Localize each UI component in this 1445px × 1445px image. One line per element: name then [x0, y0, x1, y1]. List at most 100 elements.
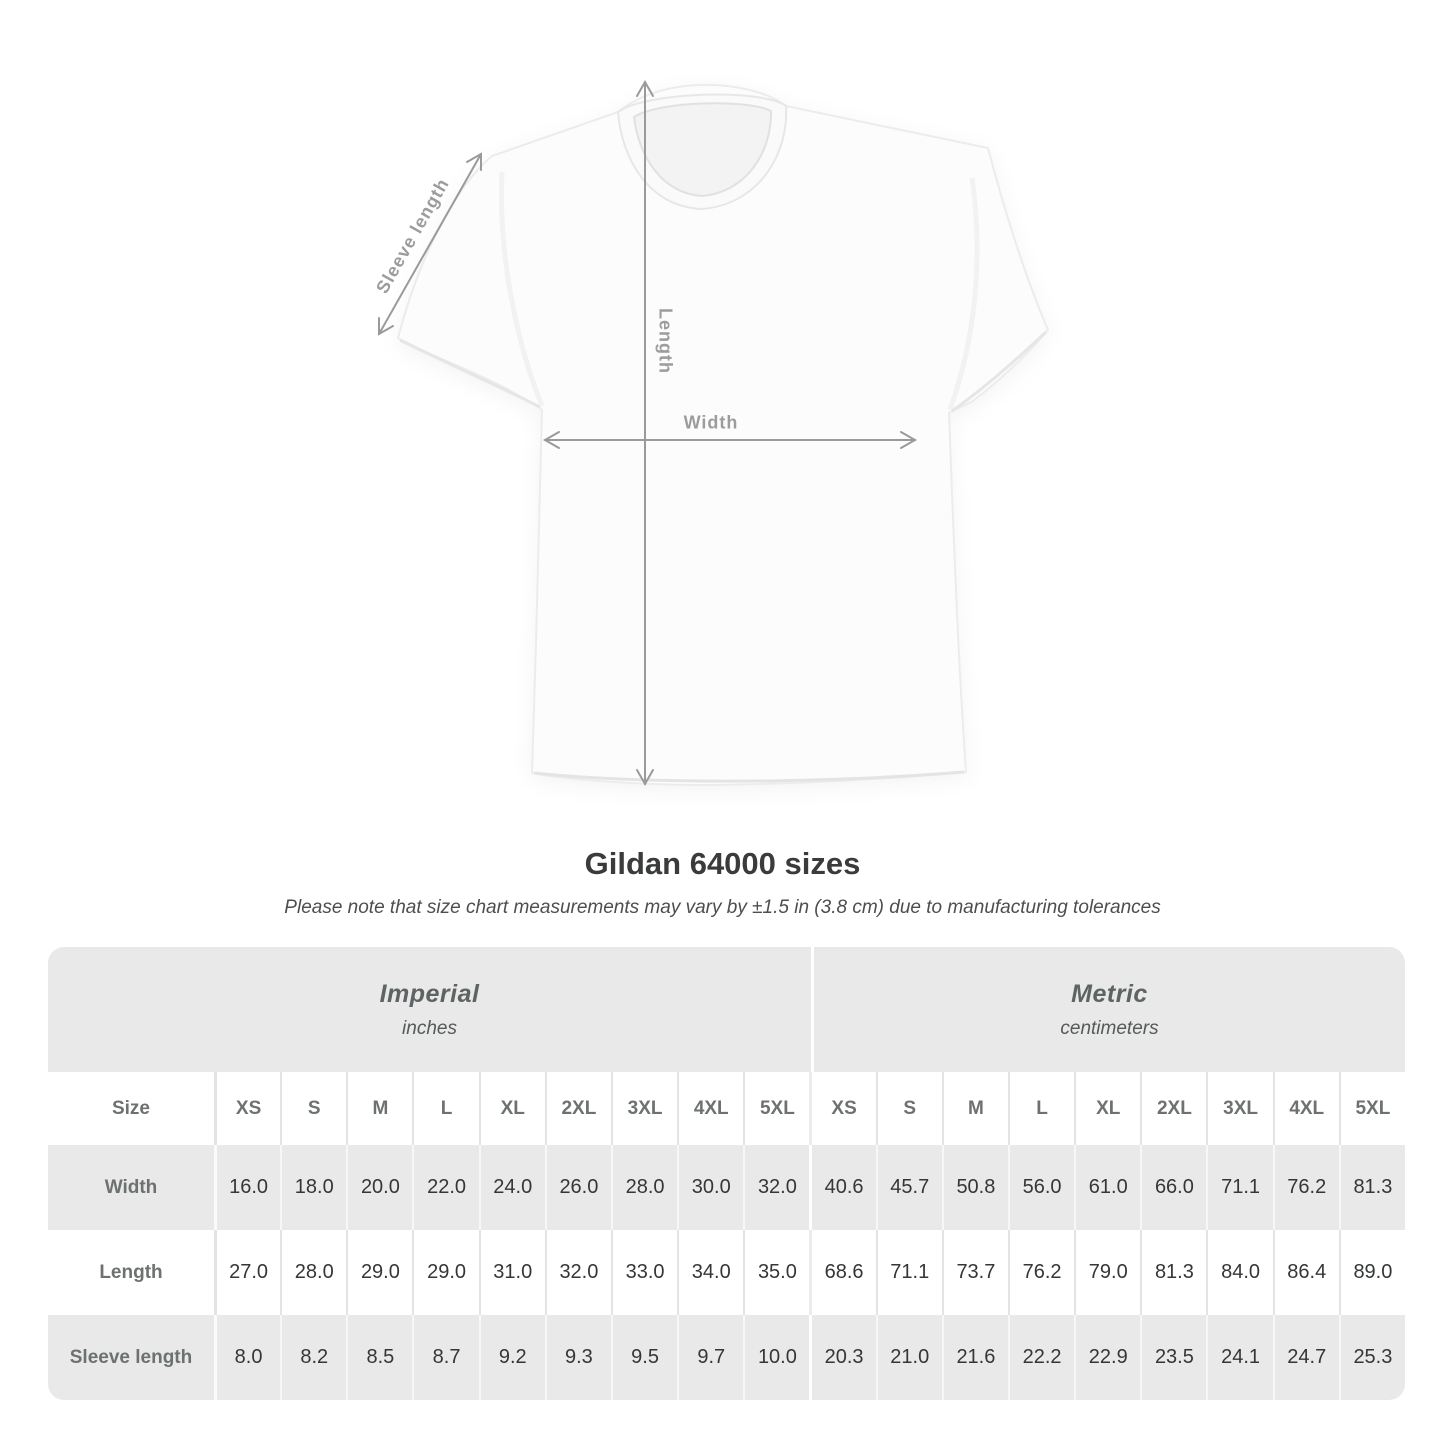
size-value-cell: 79.0	[1074, 1230, 1141, 1315]
size-col-header-metric: 2XL	[1140, 1072, 1207, 1145]
collar-inner	[632, 102, 773, 198]
size-col-header-metric: XS	[809, 1072, 876, 1145]
size-value-cell: 16.0	[214, 1145, 281, 1230]
size-value-cell: 8.7	[412, 1315, 479, 1400]
size-value-cell: 31.0	[478, 1230, 545, 1315]
size-col-header-imperial: M	[346, 1072, 413, 1145]
size-chart-table: Imperial inches Metric centimeters Size X…	[48, 947, 1405, 1400]
size-value-cell: 22.0	[412, 1145, 479, 1230]
size-col-header-metric: XL	[1074, 1072, 1141, 1145]
size-col-header-imperial: 2XL	[544, 1072, 611, 1145]
size-value-cell: 26.0	[544, 1145, 611, 1230]
size-value-cell: 9.2	[478, 1315, 545, 1400]
size-value-cell: 9.7	[677, 1315, 744, 1400]
size-value-cell: 76.2	[1007, 1230, 1075, 1315]
size-value-cell: 29.0	[412, 1230, 479, 1315]
tshirt-diagram	[378, 79, 1049, 787]
page-title: Gildan 64000 sizes	[584, 846, 861, 881]
size-value-cell: 76.2	[1272, 1145, 1339, 1230]
size-header-cell: Size	[48, 1072, 214, 1145]
size-col-header-metric: 4XL	[1272, 1072, 1339, 1145]
size-value-cell: 9.3	[544, 1315, 611, 1400]
size-value-cell: 56.0	[1007, 1145, 1075, 1230]
sleeve-length-arrow	[378, 152, 482, 336]
size-col-header-metric: 5XL	[1338, 1072, 1405, 1145]
size-value-cell: 29.0	[346, 1230, 413, 1315]
size-value-cell: 71.1	[1206, 1145, 1273, 1230]
size-value-cell: 21.0	[875, 1315, 942, 1400]
tshirt-image	[397, 83, 1049, 786]
size-value-cell: 23.5	[1140, 1315, 1207, 1400]
size-value-cell: 33.0	[610, 1230, 678, 1315]
metric-units: centimeters	[1060, 1017, 1159, 1039]
size-value-cell: 22.2	[1007, 1315, 1075, 1400]
size-value-cell: 8.2	[280, 1315, 347, 1400]
metric-header: Metric centimeters	[811, 947, 1405, 1072]
size-value-cell: 84.0	[1206, 1230, 1273, 1315]
size-value-cell: 86.4	[1272, 1230, 1339, 1315]
size-value-cell: 21.6	[941, 1315, 1008, 1400]
imperial-units: inches	[402, 1017, 457, 1039]
size-col-header-metric: L	[1007, 1072, 1075, 1145]
tolerance-note: Please note that size chart measurements…	[284, 897, 1161, 918]
size-col-header-imperial: 4XL	[677, 1072, 744, 1145]
size-value-cell: 40.6	[809, 1145, 876, 1230]
size-value-cell: 25.3	[1338, 1315, 1405, 1400]
right-cuff-shadow	[951, 330, 1048, 413]
size-value-cell: 30.0	[677, 1145, 744, 1230]
size-value-cell: 27.0	[214, 1230, 281, 1315]
size-value-cell: 24.0	[478, 1145, 545, 1230]
size-value-cell: 35.0	[743, 1230, 810, 1315]
size-value-cell: 71.1	[875, 1230, 942, 1315]
size-value-cell: 50.8	[941, 1145, 1008, 1230]
size-value-cell: 18.0	[280, 1145, 347, 1230]
size-value-cell: 9.5	[610, 1315, 678, 1400]
size-value-cell: 24.1	[1206, 1315, 1273, 1400]
row-label: Sleeve length	[48, 1315, 214, 1400]
size-value-cell: 61.0	[1074, 1145, 1141, 1230]
size-value-cell: 81.3	[1140, 1230, 1207, 1315]
size-col-header-imperial: XL	[478, 1072, 545, 1145]
size-value-cell: 32.0	[743, 1145, 810, 1230]
size-col-header-imperial: S	[280, 1072, 347, 1145]
size-value-cell: 45.7	[875, 1145, 942, 1230]
size-value-cell: 73.7	[941, 1230, 1008, 1315]
size-col-header-metric: S	[875, 1072, 942, 1145]
imperial-label: Imperial	[379, 979, 480, 1008]
size-value-cell: 8.0	[214, 1315, 281, 1400]
size-value-cell: 24.7	[1272, 1315, 1339, 1400]
size-value-cell: 32.0	[544, 1230, 611, 1315]
size-col-header-imperial: 5XL	[743, 1072, 810, 1145]
size-value-cell: 28.0	[280, 1230, 347, 1315]
size-value-cell: 20.0	[346, 1145, 413, 1230]
size-value-cell: 81.3	[1338, 1145, 1405, 1230]
length-arrow	[636, 79, 654, 787]
left-sleeve-crease	[499, 171, 545, 407]
size-col-header-imperial: XS	[214, 1072, 281, 1145]
size-value-cell: 68.6	[809, 1230, 876, 1315]
size-value-cell: 20.3	[809, 1315, 876, 1400]
unit-header: Imperial inches Metric centimeters	[48, 947, 1405, 1072]
imperial-header: Imperial inches	[48, 947, 811, 1072]
size-value-cell: 34.0	[677, 1230, 744, 1315]
size-col-header-imperial: L	[412, 1072, 479, 1145]
width-label: Width	[683, 412, 739, 433]
size-value-cell: 8.5	[346, 1315, 413, 1400]
length-label: Length	[655, 308, 676, 374]
size-col-header-metric: M	[941, 1072, 1008, 1145]
metric-label: Metric	[1071, 979, 1148, 1008]
size-col-header-imperial: 3XL	[610, 1072, 678, 1145]
size-value-cell: 89.0	[1338, 1230, 1405, 1315]
size-value-cell: 22.9	[1074, 1315, 1141, 1400]
size-value-cell: 28.0	[610, 1145, 678, 1230]
size-value-cell: 10.0	[743, 1315, 810, 1400]
row-label: Width	[48, 1145, 214, 1230]
hem-shadow	[533, 770, 965, 783]
size-grid: Size XS S M L XL 2XL 3XL 4XL 5XL XS S M L XL 2XL 3XL 4XL 5…	[48, 1072, 1405, 1400]
width-arrow	[542, 431, 918, 449]
right-sleeve-crease	[947, 177, 980, 411]
size-value-cell: 66.0	[1140, 1145, 1207, 1230]
size-col-header-metric: 3XL	[1206, 1072, 1273, 1145]
row-label: Length	[48, 1230, 214, 1315]
